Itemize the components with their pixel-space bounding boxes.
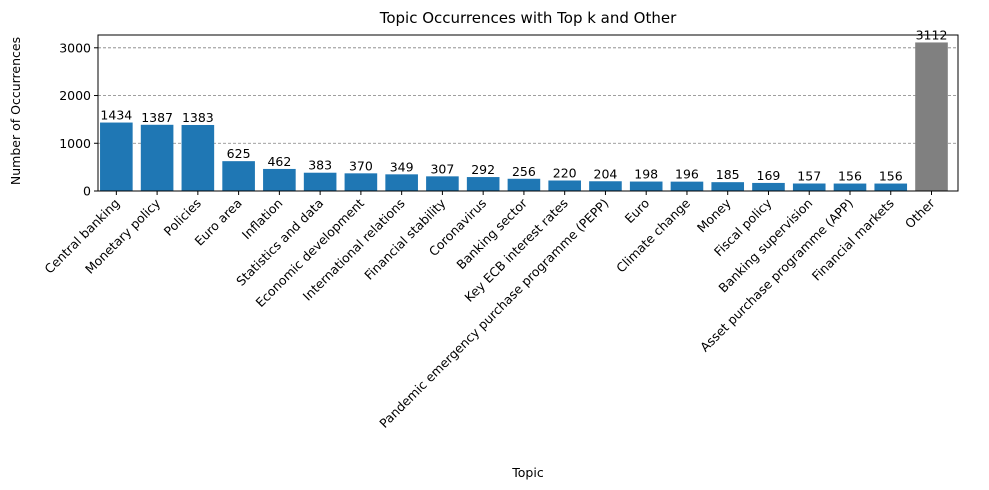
- x-tick-label: Money: [694, 195, 734, 235]
- bar-value-label: 156: [879, 169, 903, 184]
- bar: [874, 183, 908, 191]
- y-tick-label: 1000: [59, 136, 91, 151]
- bar: [915, 42, 948, 191]
- bar: [507, 178, 541, 191]
- x-tick-label: Monetary policy: [82, 195, 164, 277]
- bar-value-label: 169: [757, 168, 781, 183]
- bar-value-label: 292: [471, 162, 495, 177]
- bar: [589, 181, 622, 191]
- bar-value-label: 370: [349, 158, 373, 173]
- bar: [385, 174, 418, 191]
- bar-value-label: 156: [838, 169, 862, 184]
- bar: [426, 176, 459, 191]
- y-tick-label: 0: [83, 184, 91, 199]
- bar: [263, 168, 296, 191]
- x-tick-label: Asset purchase programme (APP): [697, 196, 856, 355]
- bar: [303, 172, 337, 191]
- bars: [100, 42, 948, 191]
- x-tick-label: Euro: [622, 196, 653, 227]
- bar: [548, 180, 581, 191]
- y-tick-label: 2000: [59, 88, 91, 103]
- bar: [833, 183, 867, 191]
- bar-value-label: 462: [267, 154, 291, 169]
- bar: [344, 173, 378, 191]
- grid-lines: [98, 47, 958, 144]
- bar: [629, 181, 663, 191]
- bar-value-label: 185: [716, 167, 740, 182]
- x-tick-label: Climate change: [613, 195, 693, 275]
- bar: [670, 181, 704, 191]
- bar-value-label: 196: [675, 167, 699, 182]
- bar-value-label: 383: [308, 158, 332, 173]
- bar: [140, 124, 174, 191]
- bar: [792, 183, 826, 191]
- bar-value-label: 157: [797, 169, 821, 184]
- plot-frame: [97, 34, 959, 192]
- bar-value-label: 1383: [182, 110, 214, 125]
- bar: [181, 124, 215, 191]
- data-labels: 1434 1387 1383 625 462 383 370 349 307 292 256 220 2…: [100, 27, 947, 183]
- bar: [466, 177, 500, 191]
- y-tick-label: 3000: [59, 40, 91, 55]
- bar-value-label: 1387: [141, 110, 173, 125]
- x-tick-label: Other: [902, 195, 938, 231]
- bar-value-label: 198: [634, 167, 658, 182]
- bar-value-label: 307: [430, 161, 454, 176]
- bar-value-label: 256: [512, 164, 536, 179]
- x-axis-label: Topic: [511, 465, 544, 480]
- chart-title: Topic Occurrences with Top k and Other: [379, 9, 677, 27]
- x-tick-label: Banking sector: [453, 195, 530, 272]
- bar-value-label: 204: [594, 166, 618, 181]
- bar-value-label: 1434: [100, 108, 132, 123]
- bar: [711, 182, 745, 191]
- bar: [100, 122, 133, 191]
- x-tick-label: Central banking: [41, 196, 122, 277]
- bar-value-label: 625: [227, 146, 251, 161]
- bar-value-label: 349: [390, 159, 414, 174]
- y-axis-ticks: 0 1000 2000 3000: [59, 40, 98, 199]
- bar-value-label: 220: [553, 165, 577, 180]
- bar: [752, 182, 785, 191]
- y-axis-label: Number of Occurrences: [8, 37, 23, 185]
- bar: [222, 161, 255, 191]
